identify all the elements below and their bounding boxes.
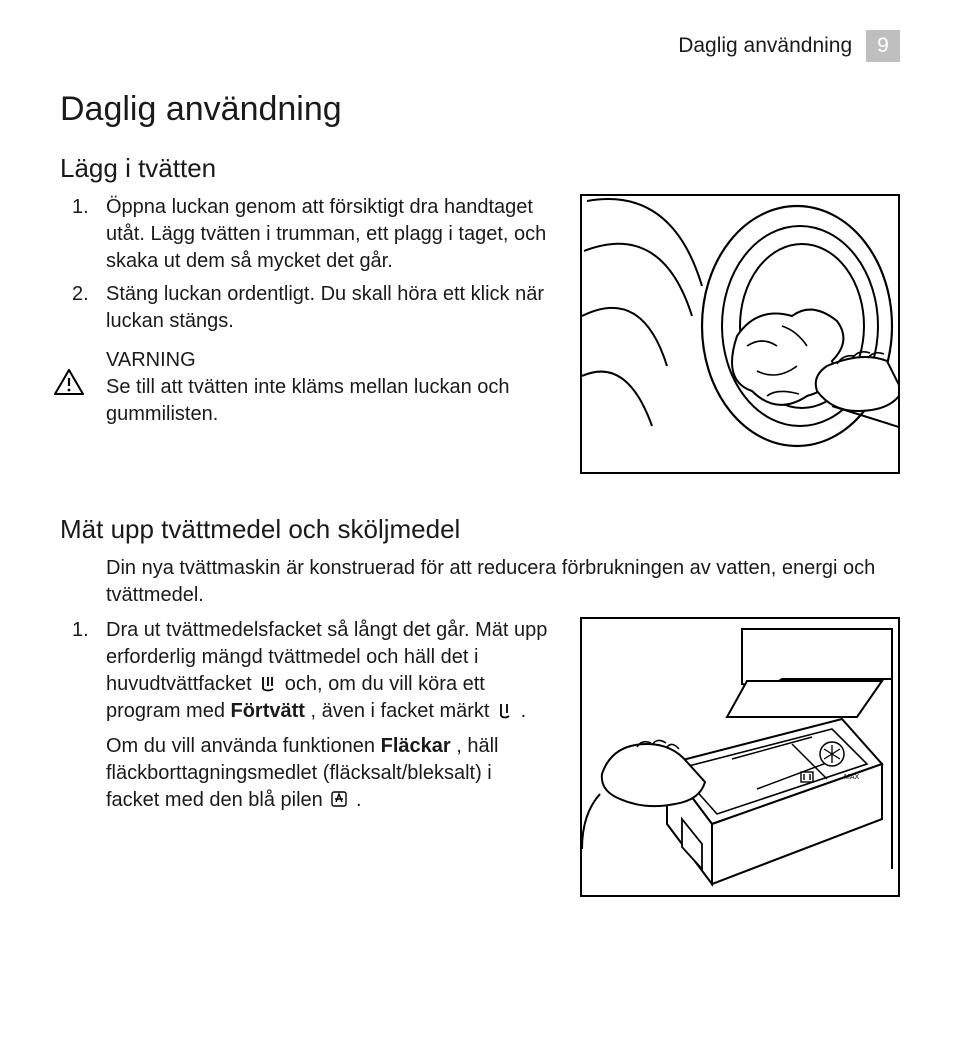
header-text: Daglig användning: [678, 34, 852, 57]
list-item: 1. Öppna luckan genom att försiktigt dra…: [106, 194, 550, 275]
stain-compartment-icon: [330, 790, 348, 808]
section1-body: 1. Öppna luckan genom att försiktigt dra…: [60, 194, 900, 474]
list-number: 1.: [72, 617, 89, 644]
list-text-bold: Förtvätt: [231, 700, 305, 722]
figure-frame: [580, 194, 900, 474]
list-text: Stäng luckan ordentligt. Du skall höra e…: [106, 283, 544, 332]
list-text-d: .: [521, 700, 527, 722]
section2-figure: MAX: [580, 617, 900, 897]
figure-frame: MAX: [580, 617, 900, 897]
list-item: 2. Stäng luckan ordentligt. Du skall hör…: [106, 281, 550, 335]
section2-heading: Mät upp tvättmedel och sköljmedel: [60, 514, 900, 545]
compartment-i-icon: [497, 701, 513, 719]
section1-heading: Lägg i tvätten: [60, 153, 900, 184]
page-number: 9: [866, 30, 900, 62]
list-item: 1. Dra ut tvättmedelsfacket så långt det…: [106, 617, 550, 725]
compartment-ii-icon: [259, 674, 277, 692]
running-header: Daglig användning 9: [60, 30, 900, 62]
list-text: Öppna luckan genom att försiktigt dra ha…: [106, 196, 546, 272]
section2-body: Din nya tvättmaskin är konstruerad för a…: [60, 555, 900, 897]
section1-text: 1. Öppna luckan genom att försiktigt dra…: [60, 194, 550, 428]
para2-bold: Fläckar: [381, 735, 451, 757]
laundry-door-illustration: [582, 196, 900, 474]
list-item: Om du vill använda funktionen Fläckar , …: [106, 733, 550, 814]
list-text-c: , även i facket märkt: [311, 700, 496, 722]
section2-intro: Din nya tvättmaskin är konstruerad för a…: [60, 555, 900, 609]
list-number: 1.: [72, 194, 89, 221]
warning-text: Se till att tvätten inte kläms mellan lu…: [106, 374, 550, 428]
page-title: Daglig användning: [60, 90, 900, 129]
section2-text: 1. Dra ut tvättmedelsfacket så långt det…: [60, 617, 550, 820]
para2-c: .: [356, 789, 362, 811]
list-number: 2.: [72, 281, 89, 308]
warning-block: VARNING Se till att tvätten inte kläms m…: [60, 347, 550, 428]
warning-icon: [54, 369, 84, 403]
detergent-drawer-illustration: MAX: [582, 619, 900, 897]
para2-a: Om du vill använda funktionen: [106, 735, 381, 757]
svg-text:MAX: MAX: [844, 774, 860, 781]
warning-title: VARNING: [106, 347, 550, 374]
section1-figure: [580, 194, 900, 474]
